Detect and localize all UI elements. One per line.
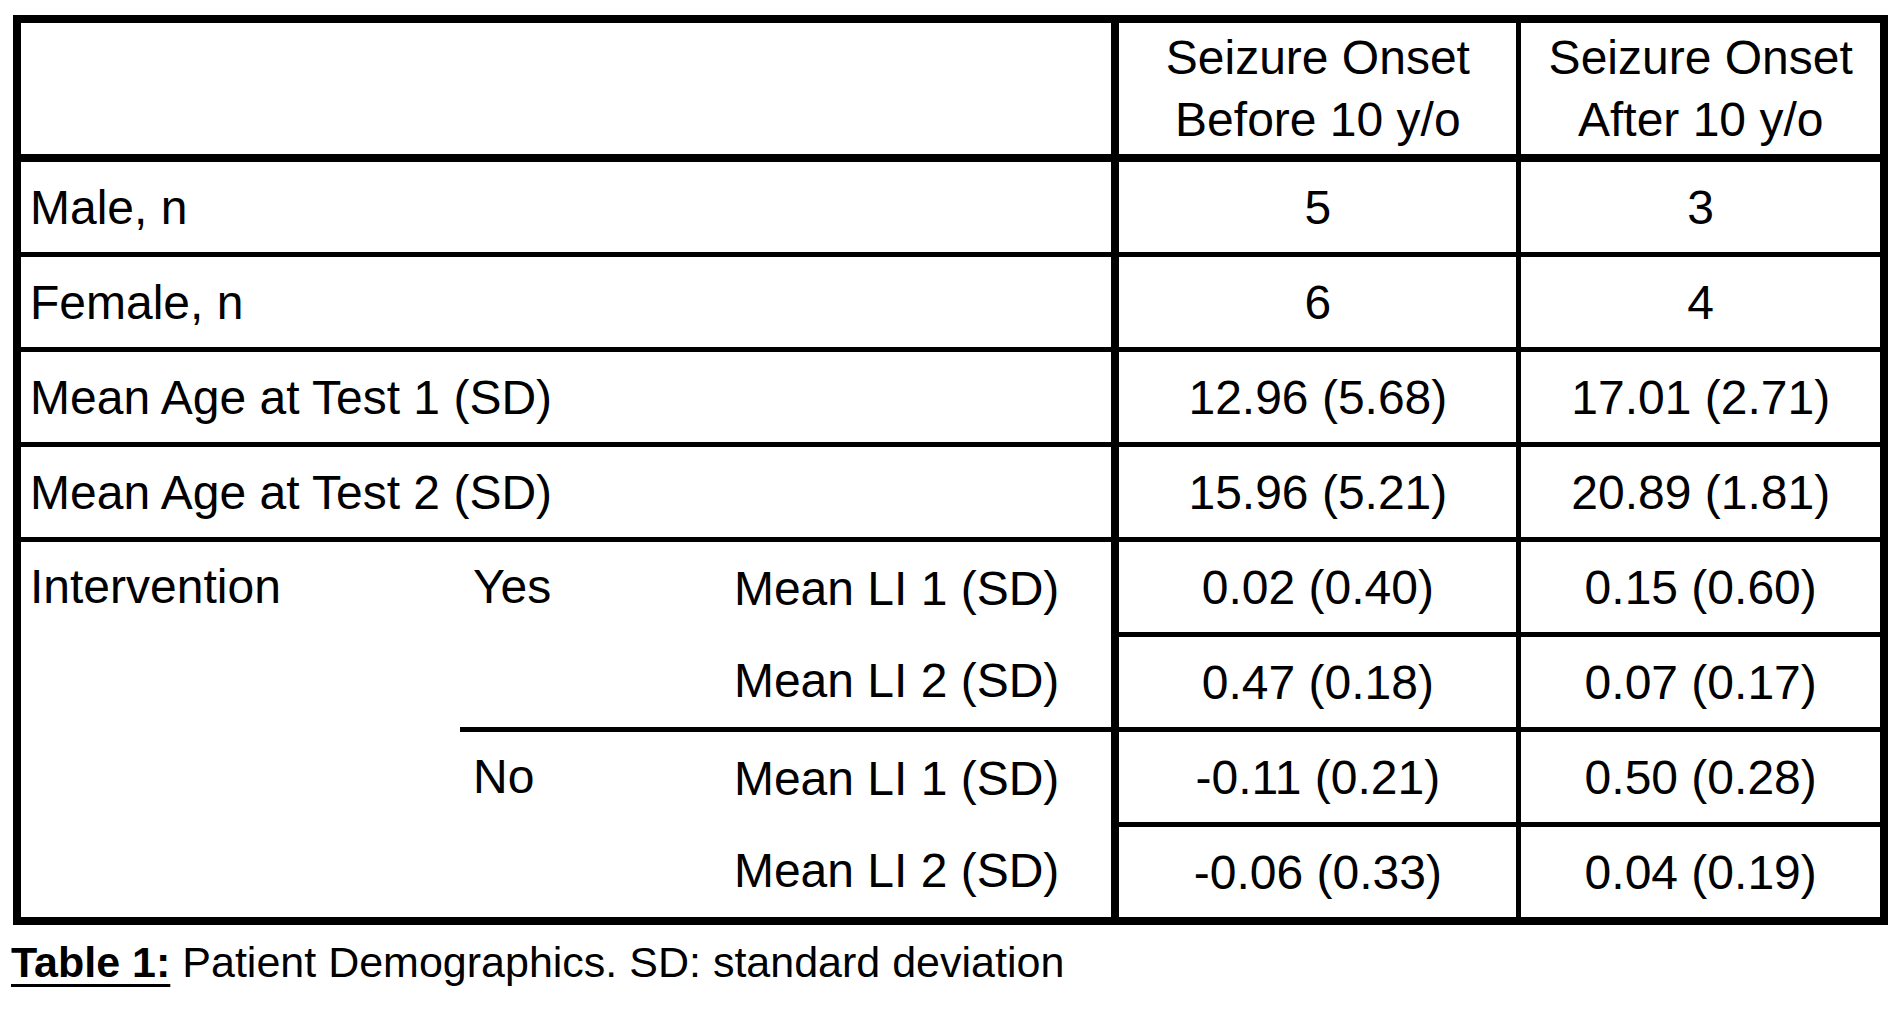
- intervention-no-label: No: [460, 730, 721, 922]
- intervention-no-li1-label: Mean LI 1 (SD): [721, 730, 1115, 825]
- patient-demographics-table: Seizure Onset Before 10 y/o Seizure Onse…: [13, 15, 1888, 925]
- intervention-yes-li1-after-value: 0.15 (0.60): [1519, 540, 1884, 635]
- intervention-yes-li2-label: Mean LI 2 (SD): [721, 635, 1115, 730]
- row-mean-age-test1-label: Mean Age at Test 1 (SD): [17, 350, 1115, 445]
- intervention-no-li1-after-value: 0.50 (0.28): [1519, 730, 1884, 825]
- row-mean-age-test1-after-value: 17.01 (2.71): [1519, 350, 1884, 445]
- row-female: Female, n 6 4: [17, 255, 1884, 350]
- column-header-after: Seizure Onset After 10 y/o: [1519, 19, 1884, 158]
- intervention-no-li2-after-value: 0.04 (0.19): [1519, 825, 1884, 922]
- header-row: Seizure Onset Before 10 y/o Seizure Onse…: [17, 19, 1884, 158]
- intervention-yes-li2-before-value: 0.47 (0.18): [1115, 635, 1519, 730]
- column-header-after-line2: After 10 y/o: [1521, 89, 1880, 151]
- row-mean-age-test2: Mean Age at Test 2 (SD) 15.96 (5.21) 20.…: [17, 445, 1884, 540]
- intervention-yes-li1-label: Mean LI 1 (SD): [721, 540, 1115, 635]
- table-caption: Table 1:Patient Demographics. SD: standa…: [11, 938, 1064, 987]
- column-header-before-line2: Before 10 y/o: [1119, 89, 1516, 151]
- row-intervention-yes-li1: Intervention Yes Mean LI 1 (SD) 0.02 (0.…: [17, 540, 1884, 635]
- intervention-no-li2-before-value: -0.06 (0.33): [1115, 825, 1519, 922]
- row-mean-age-test1-before-value: 12.96 (5.68): [1115, 350, 1519, 445]
- row-female-after-value: 4: [1519, 255, 1884, 350]
- table-caption-text: Patient Demographics. SD: standard devia…: [182, 938, 1064, 986]
- row-mean-age-test1: Mean Age at Test 1 (SD) 12.96 (5.68) 17.…: [17, 350, 1884, 445]
- intervention-no-li2-label: Mean LI 2 (SD): [721, 825, 1115, 922]
- column-header-after-line1: Seizure Onset: [1521, 27, 1880, 89]
- row-male-after-value: 3: [1519, 158, 1884, 255]
- page: Seizure Onset Before 10 y/o Seizure Onse…: [0, 0, 1900, 1010]
- header-empty-cell: [17, 19, 1115, 158]
- intervention-yes-li1-before-value: 0.02 (0.40): [1115, 540, 1519, 635]
- intervention-yes-li2-after-value: 0.07 (0.17): [1519, 635, 1884, 730]
- table-caption-label: Table 1:: [11, 938, 170, 986]
- intervention-group-label: Intervention: [17, 540, 460, 922]
- intervention-yes-label: Yes: [460, 540, 721, 730]
- row-female-before-value: 6: [1115, 255, 1519, 350]
- row-male-label: Male, n: [17, 158, 1115, 255]
- row-male-before-value: 5: [1115, 158, 1519, 255]
- row-mean-age-test2-label: Mean Age at Test 2 (SD): [17, 445, 1115, 540]
- column-header-before: Seizure Onset Before 10 y/o: [1115, 19, 1519, 158]
- column-header-before-line1: Seizure Onset: [1119, 27, 1516, 89]
- row-male: Male, n 5 3: [17, 158, 1884, 255]
- row-female-label: Female, n: [17, 255, 1115, 350]
- row-mean-age-test2-before-value: 15.96 (5.21): [1115, 445, 1519, 540]
- intervention-no-li1-before-value: -0.11 (0.21): [1115, 730, 1519, 825]
- row-mean-age-test2-after-value: 20.89 (1.81): [1519, 445, 1884, 540]
